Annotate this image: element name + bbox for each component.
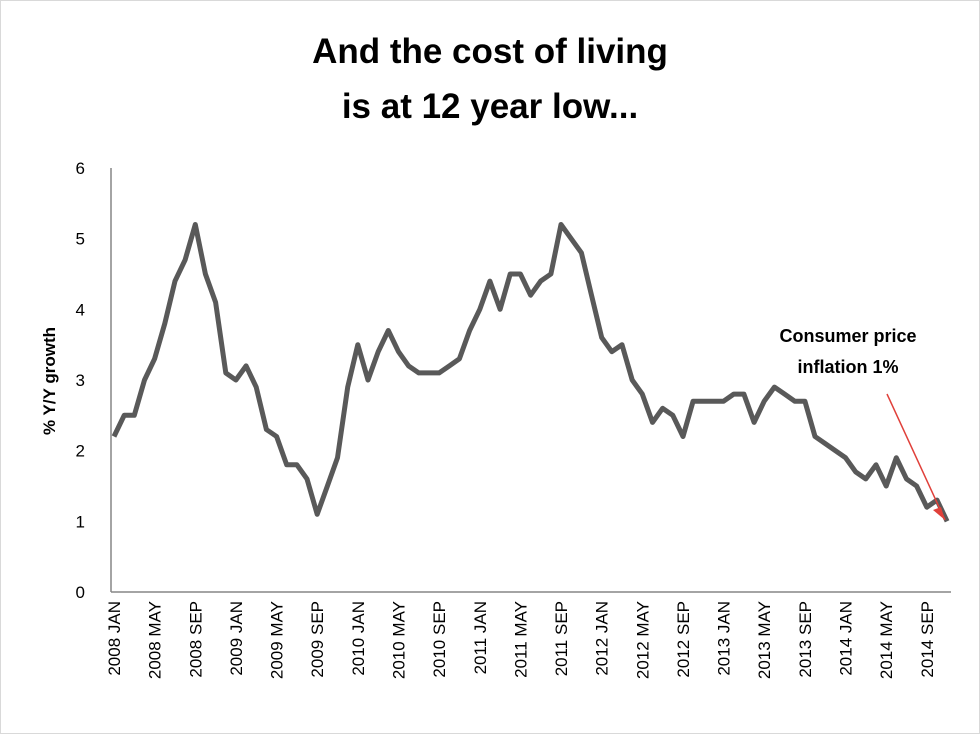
x-tick-label: 2012 JAN	[593, 601, 612, 676]
x-tick-label: 2013 JAN	[715, 601, 734, 676]
x-tick-label: 2008 SEP	[186, 601, 205, 678]
x-tick-label: 2009 JAN	[227, 601, 246, 676]
chart-title-line-1: And the cost of living	[312, 32, 668, 71]
x-tick-label: 2013 SEP	[796, 601, 815, 678]
y-tick-label: 3	[76, 371, 85, 390]
y-axis-label: % Y/Y growth	[40, 327, 59, 435]
x-tick-label: 2009 SEP	[308, 601, 327, 678]
y-tick-label: 4	[76, 300, 85, 319]
x-tick-label: 2014 JAN	[837, 601, 856, 676]
y-tick-label: 2	[76, 442, 85, 461]
x-tick-label: 2014 SEP	[918, 601, 937, 678]
x-tick-label: 2010 SEP	[430, 601, 449, 678]
annotation-line-1: Consumer price	[779, 326, 916, 346]
x-tick-label: 2011 JAN	[471, 601, 490, 674]
annotation-line-2: inflation 1%	[797, 357, 898, 377]
y-tick-label: 0	[76, 583, 85, 602]
x-tick-label: 2010 MAY	[389, 601, 408, 679]
y-tick-label: 6	[76, 159, 85, 178]
x-tick-label: 2014 MAY	[877, 601, 896, 679]
x-tick-label: 2008 MAY	[146, 601, 165, 679]
x-tick-label: 2012 SEP	[674, 601, 693, 678]
chart-title-line-2: is at 12 year low...	[342, 87, 638, 126]
annotation-arrow	[886, 393, 946, 521]
x-tick-label: 2010 JAN	[349, 601, 368, 676]
y-tick-label: 5	[76, 230, 85, 249]
y-tick-label: 1	[76, 512, 85, 531]
x-tick-label: 2013 MAY	[755, 601, 774, 679]
series-line-cpi	[111, 222, 950, 523]
x-tick-label: 2011 SEP	[552, 601, 571, 676]
x-tick-label: 2008 JAN	[105, 601, 124, 676]
x-tick-label: 2011 MAY	[511, 601, 530, 678]
x-tick-label: 2012 MAY	[633, 601, 652, 679]
x-tick-label: 2009 MAY	[268, 601, 287, 679]
